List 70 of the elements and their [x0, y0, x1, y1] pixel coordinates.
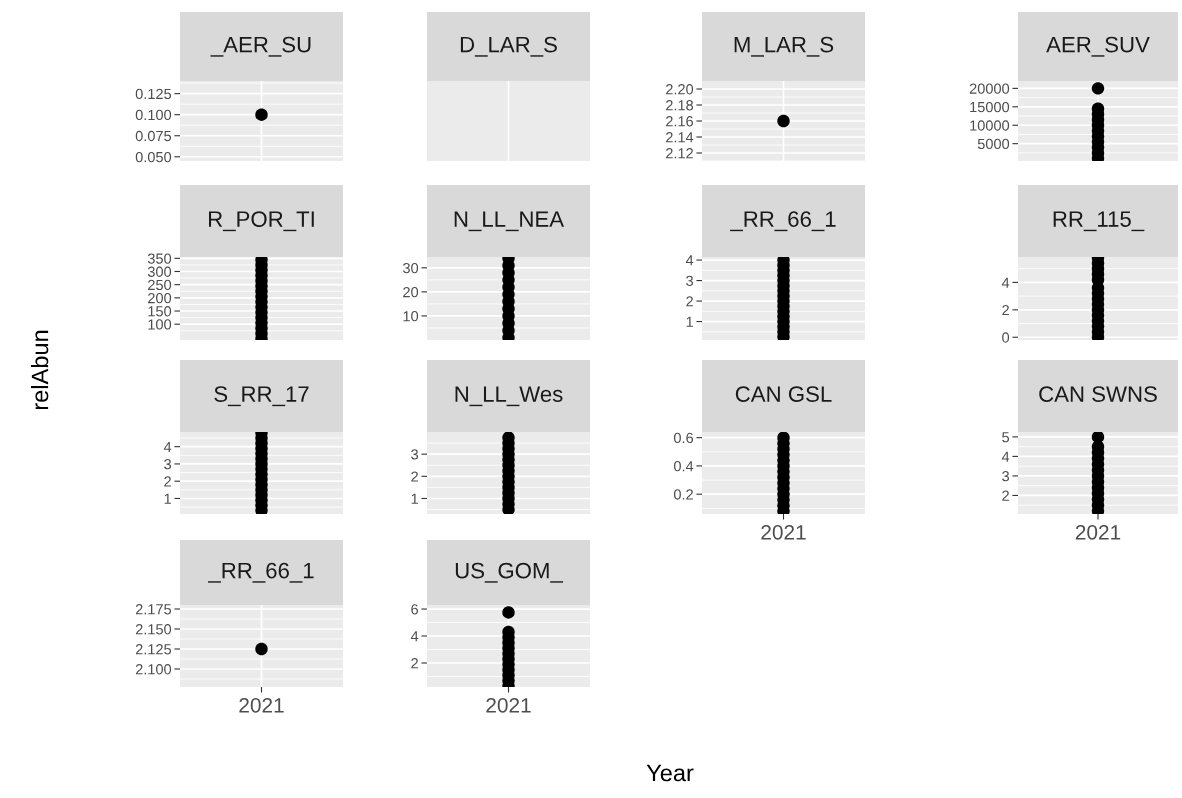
chart-title: RR_115_	[1053, 211, 1145, 232]
chart-title: N_LL_NEA	[454, 211, 565, 232]
y-tick-label: 0	[1002, 332, 1010, 343]
y-tick-label: 2.125	[135, 644, 172, 655]
y-tick-label: 10000	[970, 120, 1010, 131]
y-tick-label: 2	[411, 658, 418, 669]
y-tick-label: 3	[1002, 471, 1010, 482]
y-tick-label: 2.18	[666, 100, 694, 111]
x-tick-label: 2021	[486, 697, 531, 713]
y-tick-label: 0.2	[673, 489, 693, 500]
y-tick-label: 2.12	[666, 148, 693, 159]
y-tick-label: 0.6	[673, 432, 694, 444]
y-tick-label: 1	[411, 493, 418, 504]
y-tick-label: 2	[164, 476, 171, 487]
y-tick-label: 2	[686, 296, 693, 307]
y-tick-label: 2.14	[666, 132, 694, 143]
x-tick-label: 2021	[239, 697, 284, 713]
y-tick-label: 4	[1001, 277, 1010, 288]
y-tick-label: 10	[403, 311, 419, 322]
y-tick-label: 0.125	[135, 88, 172, 100]
chart-title: CAN GSL	[735, 386, 832, 402]
y-tick-label: 200	[148, 292, 172, 304]
y-tick-label: 4	[163, 441, 172, 452]
y-tick-label: 0.100	[135, 109, 172, 121]
x-tick-label: 2021	[761, 524, 806, 540]
y-tick-label: 2.175	[135, 604, 172, 615]
y-tick-label: 6	[411, 604, 419, 615]
y-tick-label: 0.075	[135, 130, 172, 142]
chart-title: _AER_SU	[210, 36, 311, 57]
chart-title: M_LAR_S	[734, 36, 834, 57]
chart-title: US_GOM_	[455, 562, 564, 583]
y-tick-label: 2	[1002, 304, 1009, 316]
x-tick-label: 2021	[1075, 524, 1121, 540]
y-tick-label: 2	[411, 471, 418, 482]
y-tick-label: 2.150	[135, 624, 172, 635]
chart-title: AER_SUV	[1046, 36, 1150, 57]
y-tick-label: 0.050	[135, 151, 172, 163]
chart-title: R_POR_TI	[208, 211, 314, 232]
y-tick-label: 4	[410, 631, 419, 642]
y-tick-label: 2.20	[666, 84, 694, 95]
chart-title: CAN SWNS	[1039, 386, 1157, 402]
y-tick-label: 0.4	[673, 461, 694, 472]
y-tick-label: 30	[403, 262, 419, 274]
y-tick-label: 4	[1001, 451, 1010, 462]
y-tick-label: 150	[148, 306, 172, 317]
y-tick-label: 2.100	[135, 664, 172, 675]
chart-title: _RR_66_1	[208, 562, 314, 583]
x-axis-title: Year	[646, 764, 694, 782]
y-tick-label: 2	[1002, 490, 1009, 501]
chart-title: N_LL_Wes	[455, 386, 563, 407]
text: D_LAR_S	[460, 36, 557, 57]
chart-title: _RR_66_1	[730, 211, 836, 232]
y-tick-label: 20000	[969, 83, 1010, 94]
y-tick-label: 3	[411, 449, 419, 460]
chart-title: S_RR_17	[214, 386, 309, 407]
y-axis-title: relAbun	[31, 330, 49, 410]
y-tick-label: 20	[403, 286, 419, 298]
y-tick-label: 350	[147, 253, 172, 264]
y-tick-label: 3	[164, 459, 172, 470]
y-tick-label: 4	[685, 255, 694, 266]
y-tick-label: 250	[148, 279, 172, 291]
y-tick-label: 2.16	[666, 116, 694, 127]
y-tick-label: 100	[148, 319, 172, 330]
y-tick-label: 5	[1002, 432, 1010, 443]
y-tick-label: 3	[686, 275, 694, 286]
y-tick-label: 1	[686, 316, 693, 327]
y-tick-label: 1	[164, 493, 171, 504]
y-tick-label: 5000	[977, 138, 1010, 150]
y-tick-label: 15000	[970, 101, 1010, 113]
y-tick-label: 300	[147, 266, 172, 277]
